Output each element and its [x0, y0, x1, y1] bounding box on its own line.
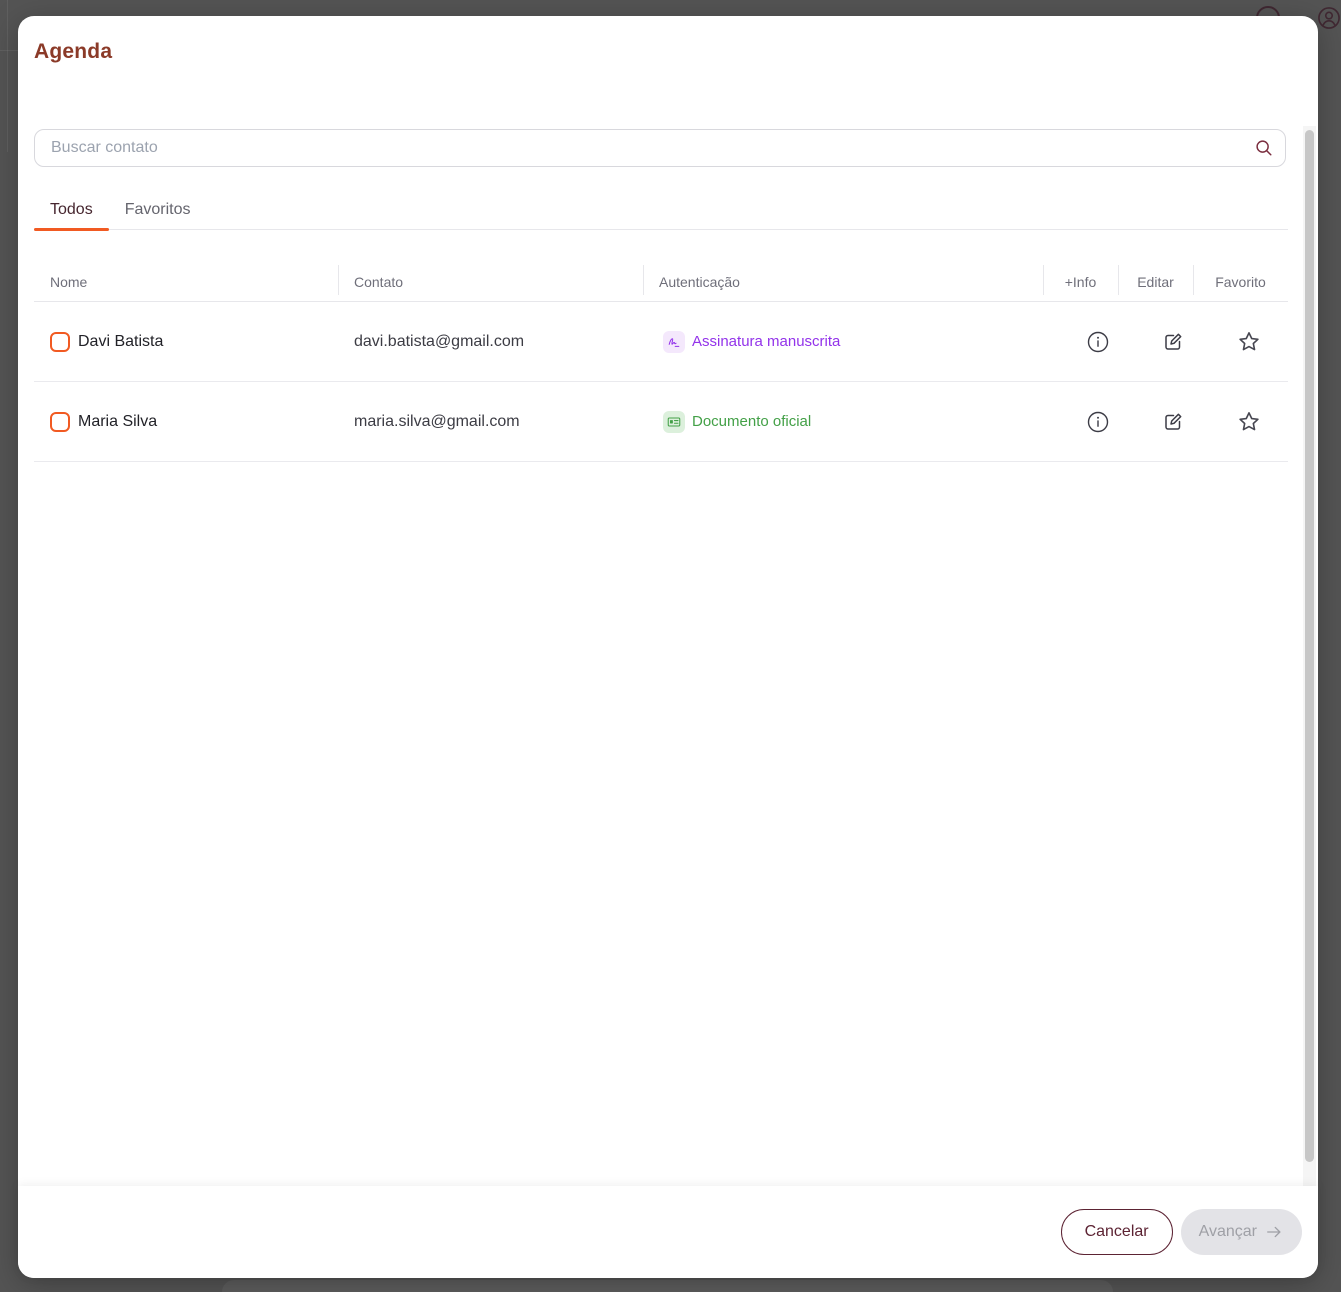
- background-seam: [7, 0, 8, 152]
- search-input[interactable]: [34, 129, 1286, 167]
- contact-cell: davi.batista@gmail.com: [338, 302, 643, 381]
- modal-title: Agenda: [34, 40, 113, 63]
- tab-bar: Todos Favoritos: [34, 190, 1288, 231]
- auth-chip: Assinatura manuscrita: [663, 330, 841, 353]
- auth-cell: Assinatura manuscrita: [643, 302, 1043, 381]
- background-seam: [0, 50, 18, 51]
- account-person-icon[interactable]: [1316, 5, 1341, 31]
- background-card-edge: [222, 1280, 1113, 1292]
- id-card-icon: [663, 410, 685, 433]
- tab-favoritos[interactable]: Favoritos: [109, 190, 207, 229]
- agenda-modal: Agenda Todos Favoritos Nome Contato Aute…: [18, 16, 1318, 1278]
- edit-button[interactable]: [1161, 330, 1185, 354]
- modal-footer: Cancelar Avançar: [18, 1186, 1318, 1278]
- column-header-editar: Editar: [1118, 262, 1193, 301]
- favorite-star-icon[interactable]: [1236, 329, 1262, 355]
- auth-chip: Documento oficial: [663, 410, 812, 433]
- name-cell: Maria Silva: [34, 382, 338, 461]
- search-field: [34, 129, 1286, 167]
- next-button[interactable]: Avançar: [1180, 1209, 1302, 1255]
- column-header-autenticacao: Autenticação: [643, 262, 1043, 301]
- contact-email: davi.batista@gmail.com: [354, 332, 525, 350]
- favorite-star-icon[interactable]: [1236, 409, 1262, 435]
- table-row: Maria Silva maria.silva@gmail.com Docume…: [34, 382, 1288, 462]
- column-header-favorito: Favorito: [1193, 262, 1288, 301]
- contact-email: maria.silva@gmail.com: [354, 412, 520, 430]
- next-button-label: Avançar: [1198, 1223, 1257, 1240]
- tab-todos-label: Todos: [50, 200, 93, 218]
- name-cell: Davi Batista: [34, 302, 338, 381]
- row-checkbox[interactable]: [50, 411, 70, 432]
- contact-name: Maria Silva: [78, 412, 158, 430]
- table-header: Nome Contato Autenticação +Info Editar F…: [34, 262, 1288, 302]
- auth-cell: Documento oficial: [643, 382, 1043, 461]
- contact-cell: maria.silva@gmail.com: [338, 382, 643, 461]
- cancel-button[interactable]: Cancelar: [1060, 1209, 1173, 1255]
- tab-favoritos-label: Favoritos: [124, 200, 191, 218]
- arrow-right-icon: [1264, 1222, 1284, 1242]
- contact-name: Davi Batista: [78, 332, 164, 350]
- row-checkbox[interactable]: [50, 331, 70, 352]
- column-header-nome: Nome: [50, 273, 88, 290]
- search-icon[interactable]: [1253, 137, 1275, 159]
- signature-icon: [663, 330, 685, 353]
- scrollbar-thumb[interactable]: [1305, 130, 1314, 1162]
- edit-button[interactable]: [1161, 410, 1185, 434]
- auth-label: Documento oficial: [692, 413, 812, 430]
- info-button[interactable]: [1086, 330, 1110, 354]
- tab-todos[interactable]: Todos: [34, 190, 109, 231]
- table-row: Davi Batista davi.batista@gmail.com Assi…: [34, 302, 1288, 382]
- column-header-contato: Contato: [338, 262, 643, 301]
- info-button[interactable]: [1086, 410, 1110, 434]
- column-header-info: +Info: [1043, 262, 1118, 301]
- auth-label: Assinatura manuscrita: [692, 333, 841, 350]
